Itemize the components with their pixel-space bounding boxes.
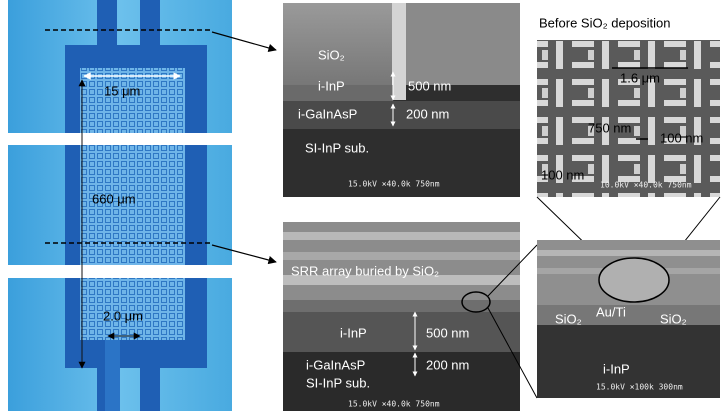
layer-label: SI-InP sub. [306, 375, 370, 390]
info-bar: 15.0kV ×40.0k 750nm [348, 400, 440, 409]
layer-label: i-InP [340, 325, 367, 340]
sem-zoom: SiO₂ Au/Ti SiO₂ i-InP 15.0kV ×100k 300nm [537, 240, 720, 398]
thickness-label: 500 nm [408, 78, 451, 93]
sem-bottom: SRR array buried by SiO₂ i-InP i-GaInAsP… [283, 222, 520, 411]
info-bar: 15.0kV ×100k 300nm [596, 383, 683, 392]
layer-label: SiO₂ [555, 311, 582, 326]
dimension-label: 100 nm [660, 130, 703, 145]
thickness-label: 200 nm [426, 357, 469, 372]
figure: 15 μm 660 μm 2.0 μm SiO₂ i-InP i-GaInAsP… [0, 0, 723, 411]
length-label: 660 μm [92, 191, 136, 206]
optical-image: 15 μm 660 μm 2.0 μm [8, 0, 276, 411]
layer-label: i-InP [603, 361, 630, 376]
sem-top: SiO₂ i-InP i-GaInAsP SI-InP sub. 500 nm … [283, 3, 520, 197]
scale-label: 1.6 μm [620, 70, 660, 85]
caption: SRR array buried by SiO₂ [291, 263, 439, 278]
panel-title: Before SiO₂ deposition [539, 15, 671, 30]
info-bar: 10.0kV ×40.0k 750nm [600, 181, 692, 190]
sem-srr: 1.6 μm 750 nm 100 nm 100 nm 10.0kV ×40.0… [537, 40, 720, 197]
layer-label: i-GaInAsP [306, 357, 365, 372]
layer-label: SiO₂ [660, 311, 687, 326]
layer-label: Au/Ti [596, 304, 626, 319]
thickness-label: 500 nm [426, 325, 469, 340]
layer-label: i-InP [318, 78, 345, 93]
layer-label: i-GaInAsP [298, 106, 357, 121]
thickness-label: 200 nm [406, 106, 449, 121]
layer-label: SI-InP sub. [305, 140, 369, 155]
gap-label: 2.0 μm [103, 308, 143, 323]
dimension-label: 750 nm [588, 120, 631, 135]
layer-label: SiO₂ [318, 47, 345, 62]
info-bar: 15.0kV ×40.0k 750nm [348, 180, 440, 189]
width-label: 15 μm [104, 83, 140, 98]
dimension-label: 100 nm [541, 167, 584, 182]
